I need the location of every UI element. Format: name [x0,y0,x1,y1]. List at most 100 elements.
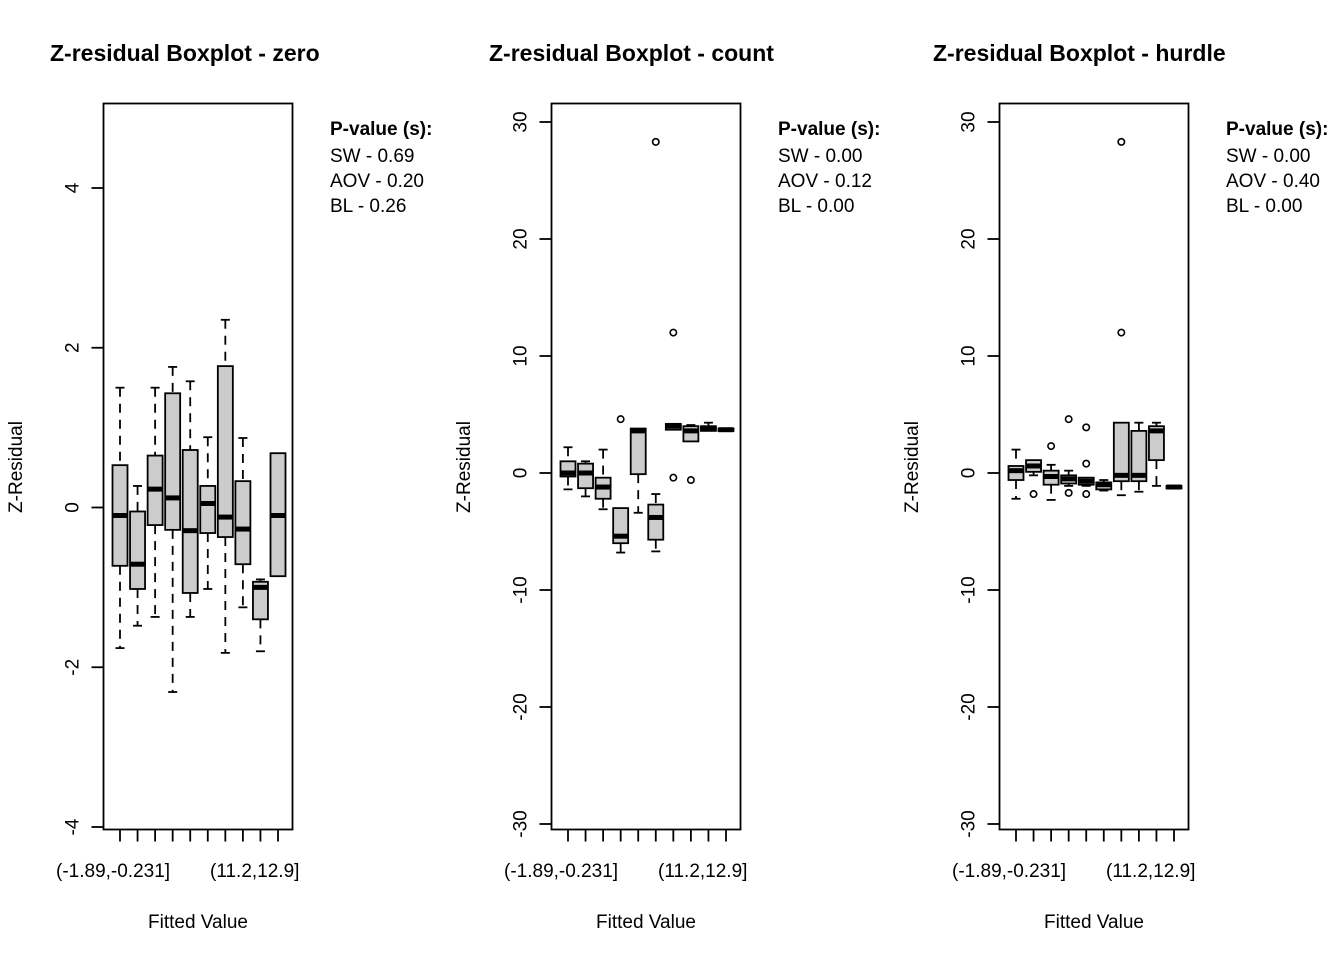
pvalue-aov: AOV - 0.40 [1226,171,1320,192]
box-9 [1148,421,1165,487]
iqr-box [234,480,252,566]
box-2 [1025,459,1042,499]
outlier-point [616,415,625,424]
y-tick-label: 30 [959,111,980,132]
outlier-point [686,476,695,485]
pvalue-heading: P-value (s): [1226,119,1328,140]
outlier-point [1029,490,1038,499]
box-8 [234,437,252,609]
box-group [111,318,287,693]
y-tick-label: 4 [63,182,84,193]
box-7 [1112,137,1130,497]
box-1 [559,446,577,491]
x-axis-label: Fitted Value [1044,912,1144,933]
pvalue-bl: BL - 0.00 [778,196,854,217]
y-tick-label: -30 [959,810,980,837]
pvalue-sw: SW - 0.69 [330,146,414,167]
x-axis [119,829,279,842]
box-4 [612,415,630,554]
y-axis-label: Z-Residual [902,421,923,513]
box-7 [664,328,682,482]
x-tick-label-first: (-1.89,-0.231] [504,861,618,882]
iqr-box [647,503,665,541]
iqr-box [1130,429,1148,483]
panel-count: Z-residual Boxplot - count -30 -20 -10 0 10 2… [454,40,880,933]
y-tick-label: -10 [959,576,980,603]
box-10 [269,452,287,578]
box-7 [216,318,234,654]
pvalue-sw: SW - 0.00 [1226,146,1310,167]
box-10 [1165,484,1183,490]
pvalue-bl: BL - 0.00 [1226,196,1302,217]
pvalue-bl: BL - 0.26 [330,196,406,217]
y-axis: -4 -2 0 2 4 [63,182,104,835]
pvalue-sw: SW - 0.00 [778,146,862,167]
box-6 [1095,479,1113,492]
iqr-box [252,580,269,621]
plot-frame [998,102,1190,831]
y-tick-label: -4 [63,818,84,835]
panel-title: Z-residual Boxplot - hurdle [933,40,1226,66]
outlier-point [1117,328,1126,337]
iqr-box [577,462,594,490]
plot-frame [550,102,742,831]
iqr-box [199,485,217,534]
y-tick-label: 20 [959,228,980,249]
box-2 [577,460,594,498]
x-tick-label-last: (11.2,12.9] [210,861,299,882]
y-axis: -30 -20 -10 0 10 20 30 [511,111,552,838]
box-5 [629,427,647,514]
outlier-point [1064,415,1073,424]
x-axis [567,829,727,842]
outlier-point [1082,423,1091,432]
y-axis-label: Z-Residual [454,421,475,513]
y-tick-label: 30 [511,111,532,132]
x-axis-label: Fitted Value [148,912,248,933]
iqr-box [216,365,234,538]
pvalue-aov: AOV - 0.12 [778,171,872,192]
y-tick-label: -2 [63,659,84,676]
y-axis-label: Z-Residual [6,421,27,513]
box-group [1007,137,1183,501]
box-1 [111,386,129,649]
y-tick-label: 0 [959,468,980,479]
panel-hurdle: Z-residual Boxplot - hurdle -30 -20 -10 0 10… [902,40,1328,933]
box-9 [700,421,717,432]
iqr-box [1112,421,1130,483]
plot-frame [102,102,294,831]
panel-title: Z-residual Boxplot - zero [50,40,320,66]
x-axis-label: Fitted Value [596,912,696,933]
outlier-point [1047,442,1056,451]
outlier-point [669,328,678,337]
iqr-box [181,449,199,594]
box-group [559,137,735,554]
y-tick-label: 10 [511,345,532,366]
box-3 [146,386,164,618]
y-tick-label: 20 [511,228,532,249]
pvalue-heading: P-value (s): [330,119,432,140]
box-8 [682,424,700,485]
iqr-box [629,427,647,476]
outlier-point [1082,459,1091,468]
box-5 [181,380,199,618]
x-tick-label-first: (-1.89,-0.231] [56,861,170,882]
y-tick-label: -20 [959,693,980,720]
box-4 [164,366,182,693]
outlier-point [669,473,678,482]
outlier-point [1064,488,1073,497]
y-tick-label: 0 [63,502,84,513]
y-tick-label: -10 [511,576,532,603]
pvalue-heading: P-value (s): [778,119,880,140]
outlier-point [1082,490,1091,499]
outlier-point [651,137,660,146]
box-3 [1042,442,1060,501]
y-tick-label: 2 [63,342,84,353]
box-5 [1077,423,1095,499]
pvalue-aov: AOV - 0.20 [330,171,424,192]
box-1 [1007,448,1025,500]
box-3 [594,448,612,511]
iqr-box [164,392,182,531]
x-tick-label-first: (-1.89,-0.231] [952,861,1066,882]
box-10 [717,427,735,433]
